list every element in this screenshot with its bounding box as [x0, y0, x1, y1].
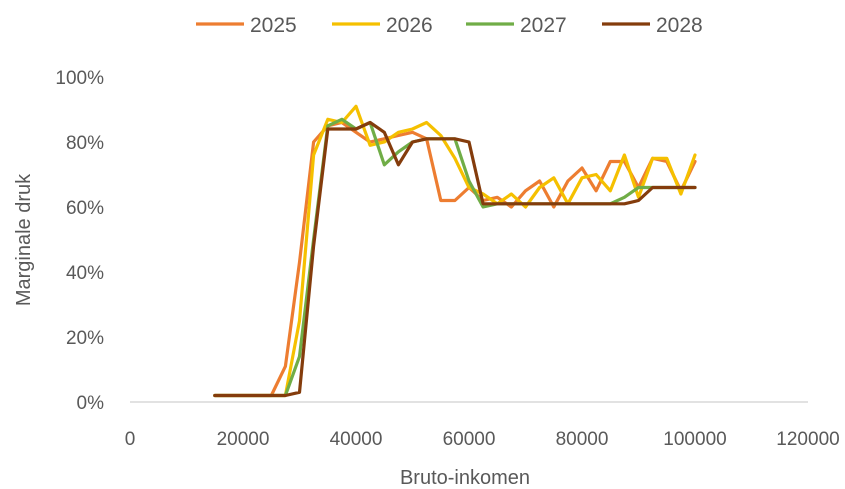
y-tick-label: 80% — [66, 133, 104, 154]
series-line-2025 — [213, 120, 697, 398]
x-tick-label: 20000 — [217, 429, 270, 450]
series-lines — [213, 104, 697, 398]
x-tick-label: 0 — [125, 429, 136, 450]
series-line-2026 — [213, 104, 697, 398]
y-axis-title: Marginale druk — [13, 173, 35, 306]
series-line-2028 — [213, 120, 697, 398]
x-tick-label: 80000 — [556, 429, 609, 450]
y-tick-label: 0% — [77, 393, 105, 414]
legend-label: 2027 — [520, 14, 567, 37]
x-tick-label: 60000 — [443, 429, 496, 450]
legend-label: 2025 — [250, 14, 297, 37]
legend-label: 2028 — [656, 14, 703, 37]
x-tick-label: 100000 — [663, 429, 726, 450]
legend-item-2028: 2028 — [602, 14, 703, 37]
x-axis-title: Bruto-inkomen — [400, 467, 530, 489]
x-tick-label: 120000 — [776, 429, 839, 450]
y-axis-tick-labels: 0% 20% 40% 60% 80% 100% — [55, 68, 104, 414]
x-tick-label: 40000 — [330, 429, 383, 450]
legend: 2025 2026 2027 2028 — [196, 14, 703, 37]
legend-item-2026: 2026 — [332, 14, 433, 37]
legend-item-2027: 2027 — [466, 14, 567, 37]
x-axis-tick-labels: 0 20000 40000 60000 80000 100000 120000 — [125, 429, 840, 450]
y-tick-label: 40% — [66, 263, 104, 284]
y-tick-label: 20% — [66, 328, 104, 349]
y-tick-label: 100% — [55, 68, 104, 89]
legend-item-2025: 2025 — [196, 14, 297, 37]
legend-label: 2026 — [386, 14, 433, 37]
y-tick-label: 60% — [66, 198, 104, 219]
